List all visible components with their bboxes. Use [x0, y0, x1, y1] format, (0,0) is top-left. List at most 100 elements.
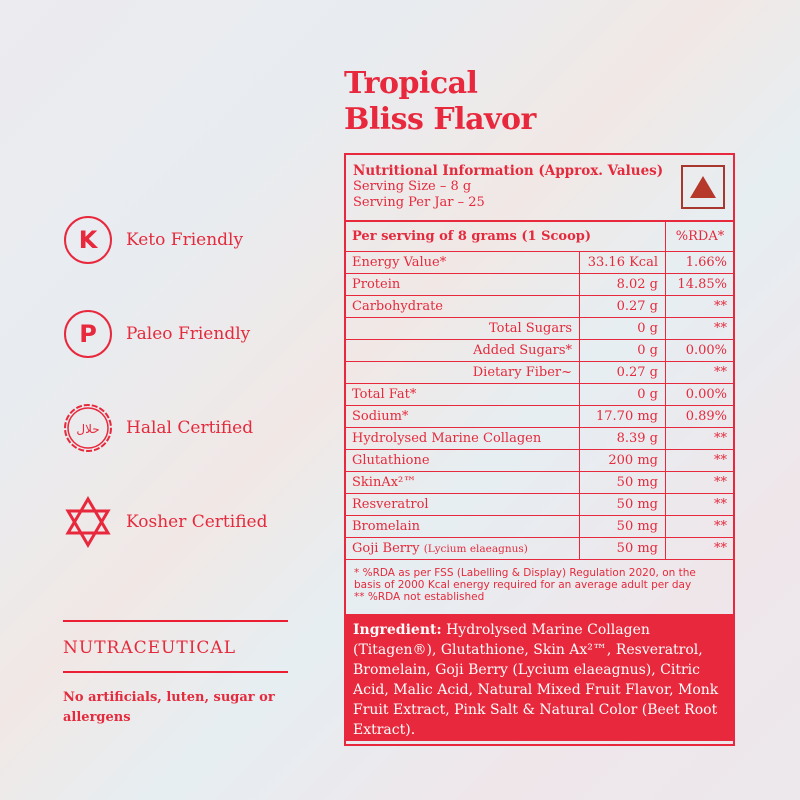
svg-text:حلال: حلال — [76, 422, 99, 436]
ingredient-list: Hydrolysed Marine Collagen (Titagen®), G… — [353, 622, 719, 738]
serving-size: Serving Size – 8 g — [353, 179, 472, 194]
row-name: Resveratrol — [344, 493, 580, 516]
row-name-text: SkinAx²™ — [352, 475, 417, 490]
ingredient-label: Ingredient: — [353, 622, 442, 638]
row-rda: ** — [665, 295, 735, 318]
row-value: 8.39 g — [579, 427, 666, 450]
table-row: Protein 8.02 g 14.85% — [344, 273, 735, 296]
table-row: Hydrolysed Marine Collagen 8.39 g ** — [344, 427, 735, 450]
row-name: Protein — [344, 273, 580, 296]
row-rda: 14.85% — [665, 273, 735, 296]
row-name: Energy Value* — [344, 251, 580, 274]
row-rda: ** — [665, 515, 735, 538]
rda-header: %RDA* — [665, 220, 735, 252]
servings-per-jar: Serving Per Jar – 25 — [353, 195, 485, 210]
footnote-rda: * %RDA as per FSS (Labelling & Display) … — [354, 567, 696, 591]
badge-paleo: P Paleo Friendly — [62, 308, 250, 360]
row-name-text: Total Fat* — [352, 387, 417, 402]
row-name-text: Hydrolysed Marine Collagen — [352, 431, 542, 446]
row-name-text: Resveratrol — [352, 497, 429, 512]
row-rda: ** — [665, 361, 735, 384]
row-value: 50 mg — [579, 537, 666, 560]
row-value: 0.27 g — [579, 295, 666, 318]
ingredients-box: Ingredient: Hydrolysed Marine Collagen (… — [346, 616, 733, 741]
non-veg-mark — [681, 165, 725, 209]
table-header-row: Per serving of 8 grams (1 Scoop) %RDA* — [344, 220, 735, 252]
per-serving-header: Per serving of 8 grams (1 Scoop) — [344, 220, 666, 252]
row-name-text: Total Sugars — [489, 321, 572, 336]
row-name: Goji Berry (Lycium elaeagnus) — [344, 537, 580, 560]
table-row: SkinAx²™ 50 mg ** — [344, 471, 735, 494]
row-name-text: Glutathione — [352, 453, 430, 468]
triangle-icon — [690, 176, 716, 198]
row-name-text: Energy Value* — [352, 255, 447, 270]
product-title: Tropical Bliss Flavor — [344, 66, 536, 138]
table-row: Glutathione 200 mg ** — [344, 449, 735, 472]
row-rda: 1.66% — [665, 251, 735, 274]
row-name-text: Dietary Fiber~ — [472, 365, 572, 380]
table-row: Bromelain 50 mg ** — [344, 515, 735, 538]
panel-heading: Nutritional Information (Approx. Values) — [353, 163, 664, 179]
svg-text:K: K — [79, 226, 99, 254]
row-rda: 0.00% — [665, 383, 735, 406]
row-name: Glutathione — [344, 449, 580, 472]
keto-k-icon: K — [64, 216, 112, 264]
badge-label: Kosher Certified — [126, 512, 268, 532]
table-row: Added Sugars* 0 g 0.00% — [344, 339, 735, 362]
row-name: Added Sugars* — [344, 339, 580, 362]
table-row: Total Fat* 0 g 0.00% — [344, 383, 735, 406]
row-value: 33.16 Kcal — [579, 251, 666, 274]
row-value: 200 mg — [579, 449, 666, 472]
footnote: * %RDA as per FSS (Labelling & Display) … — [346, 560, 733, 616]
claim-text: No artificials, luten, sugar or allergen… — [63, 690, 275, 725]
row-value: 0 g — [579, 317, 666, 340]
panel-header: Nutritional Information (Approx. Values)… — [346, 155, 733, 222]
halal-seal-icon: حلال — [64, 404, 112, 452]
title-line: Bliss Flavor — [344, 102, 536, 137]
row-name: SkinAx²™ — [344, 471, 580, 494]
badge-keto: K Keto Friendly — [62, 214, 243, 266]
divider — [63, 671, 288, 673]
badge-label: Paleo Friendly — [126, 324, 251, 344]
row-rda: ** — [665, 493, 735, 516]
row-rda: ** — [665, 449, 735, 472]
row-rda: ** — [665, 537, 735, 560]
row-value: 0.27 g — [579, 361, 666, 384]
row-subname: (Lycium elaeagnus) — [423, 543, 528, 555]
row-name: Total Sugars — [344, 317, 580, 340]
svg-text:P: P — [79, 320, 97, 348]
row-name: Sodium* — [344, 405, 580, 428]
row-value: 50 mg — [579, 493, 666, 516]
row-name: Carbohydrate — [344, 295, 580, 318]
badge-kosher: Kosher Certified — [62, 496, 268, 548]
row-value: 8.02 g — [579, 273, 666, 296]
badge-halal: حلال Halal Certified — [62, 402, 253, 454]
row-name: Hydrolysed Marine Collagen — [344, 427, 580, 450]
category-label: NUTRACEUTICAL — [63, 638, 236, 658]
row-name: Dietary Fiber~ — [344, 361, 580, 384]
table-row: Resveratrol 50 mg ** — [344, 493, 735, 516]
row-value: 50 mg — [579, 515, 666, 538]
row-name-text: Added Sugars* — [473, 343, 572, 358]
table-row: Goji Berry (Lycium elaeagnus) 50 mg ** — [344, 537, 735, 560]
row-rda: ** — [665, 317, 735, 340]
row-value: 17.70 mg — [579, 405, 666, 428]
title-line: Tropical — [344, 66, 478, 101]
star-of-david-icon — [65, 496, 111, 548]
nutrition-table: Per serving of 8 grams (1 Scoop) %RDA* E… — [344, 220, 735, 560]
table-row: Carbohydrate 0.27 g ** — [344, 295, 735, 318]
row-rda: 0.00% — [665, 339, 735, 362]
badge-label: Keto Friendly — [126, 230, 244, 250]
row-value: 0 g — [579, 383, 666, 406]
row-name-text: Protein — [352, 277, 401, 292]
badge-label: Halal Certified — [126, 418, 254, 438]
row-rda: ** — [665, 471, 735, 494]
row-name: Total Fat* — [344, 383, 580, 406]
nutrition-panel: Nutritional Information (Approx. Values)… — [344, 153, 735, 746]
table-row: Sodium* 17.70 mg 0.89% — [344, 405, 735, 428]
divider — [63, 620, 288, 622]
paleo-p-icon: P — [64, 310, 112, 358]
row-name-text: Bromelain — [352, 519, 421, 534]
row-name: Bromelain — [344, 515, 580, 538]
table-row: Dietary Fiber~ 0.27 g ** — [344, 361, 735, 384]
